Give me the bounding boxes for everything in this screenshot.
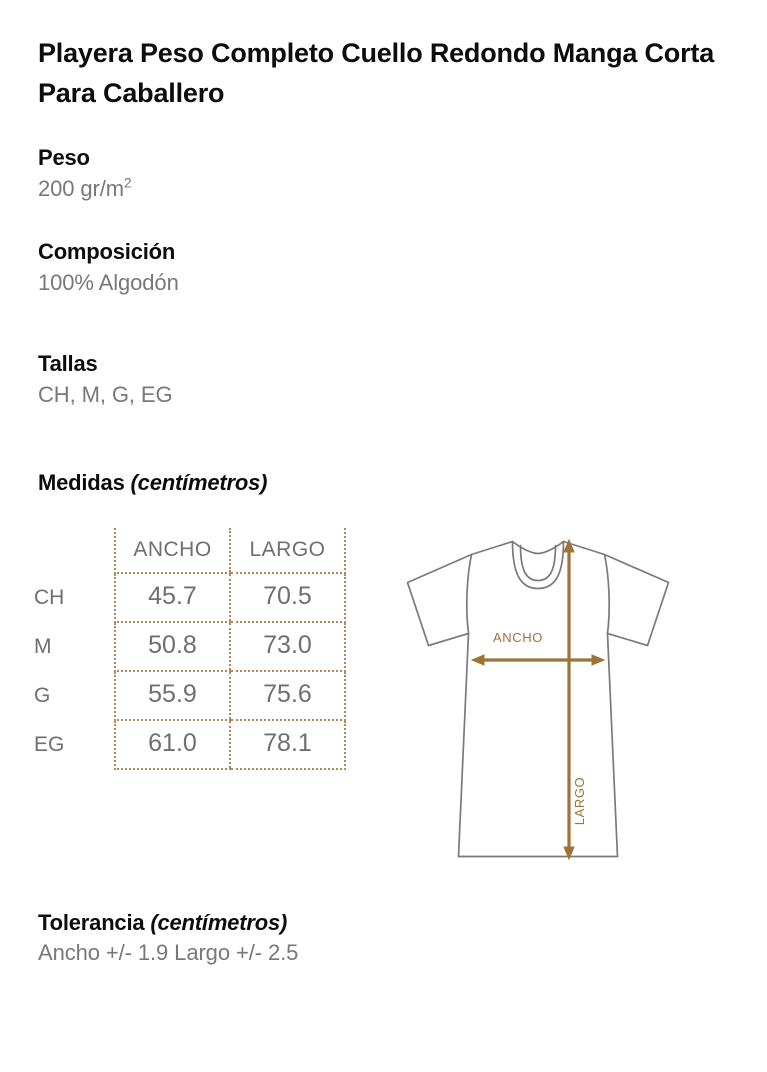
cell-eg-ancho: 61.0 (114, 720, 230, 770)
cell-ch-ancho: 45.7 (114, 573, 230, 623)
cell-m-ancho: 50.8 (114, 622, 230, 672)
measurements-table: ANCHO LARGO CH 45.7 70.5 M 50.8 73.0 G 5… (34, 528, 346, 770)
spec-tallas: Tallas CH, M, G, EG (38, 350, 458, 409)
spec-peso-value-main: 200 gr/m (38, 175, 125, 201)
table-row: CH 45.7 70.5 (34, 573, 346, 623)
table-header-row: ANCHO LARGO (34, 528, 346, 574)
spec-composicion-value: 100% Algodón (38, 269, 179, 295)
tolerancia-section: Tolerancia (centímetros) Ancho +/- 1.9 L… (38, 910, 518, 966)
column-header-ancho: ANCHO (114, 528, 230, 574)
largo-measurement-arrow (563, 538, 575, 861)
tolerancia-heading: Tolerancia (centímetros) (38, 910, 518, 936)
cell-g-largo: 75.6 (229, 671, 346, 721)
table-corner-cell (34, 528, 115, 573)
cell-m-largo: 73.0 (229, 622, 346, 672)
table-row: G 55.9 75.6 (34, 671, 346, 721)
spec-peso-value-superscript: 2 (124, 175, 132, 191)
cell-g-ancho: 55.9 (114, 671, 230, 721)
spec-tallas-label: Tallas (38, 351, 98, 376)
spec-composicion: Composición 100% Algodón (38, 238, 458, 297)
cell-ch-largo: 70.5 (229, 573, 346, 623)
row-label-eg: EG (34, 732, 65, 756)
cell-eg-largo: 78.1 (229, 720, 346, 770)
spec-peso-label: Peso (38, 145, 90, 170)
tolerancia-heading-label: Tolerancia (38, 910, 145, 935)
medidas-heading-label: Medidas (38, 470, 125, 495)
spec-composicion-label: Composición (38, 239, 176, 264)
tshirt-outline-icon (406, 540, 670, 858)
medidas-heading-unit: (centímetros) (130, 470, 268, 495)
spec-peso-value: 200 gr/m2 (38, 175, 458, 204)
diagram-ancho-label: ANCHO (493, 630, 543, 645)
medidas-heading: Medidas (centímetros) (38, 470, 268, 496)
tshirt-measurement-diagram: ANCHO LARGO (368, 518, 708, 883)
page-title: Playera Peso Completo Cuello Redondo Man… (38, 38, 715, 109)
ancho-measurement-arrow (470, 654, 606, 666)
diagram-largo-label: LARGO (572, 777, 587, 826)
tolerancia-value: Ancho +/- 1.9 Largo +/- 2.5 (38, 940, 299, 965)
table-row: EG 61.0 78.1 (34, 720, 346, 770)
row-label-g: G (34, 683, 51, 707)
row-label-m: M (34, 634, 52, 658)
tolerancia-heading-unit: (centímetros) (150, 910, 288, 935)
spec-peso: Peso 200 gr/m2 (38, 144, 458, 203)
table-row: M 50.8 73.0 (34, 622, 346, 672)
spec-tallas-value: CH, M, G, EG (38, 381, 173, 407)
column-header-largo: LARGO (229, 528, 346, 574)
row-label-ch: CH (34, 585, 65, 609)
